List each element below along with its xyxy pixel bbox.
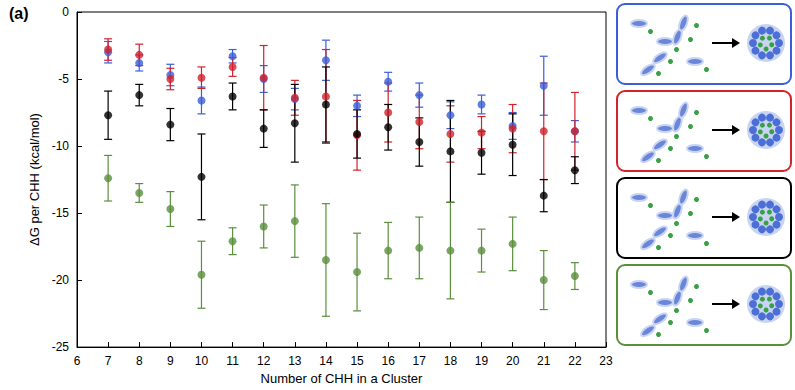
svg-text:6: 6 [74,354,81,368]
svg-text:23: 23 [599,354,613,368]
svg-text:18: 18 [444,354,458,368]
svg-text:(a): (a) [9,5,29,22]
svg-text:-25: -25 [52,340,70,354]
svg-text:19: 19 [475,354,489,368]
svg-text:21: 21 [537,354,551,368]
svg-text:10: 10 [195,354,209,368]
svg-text:20: 20 [506,354,520,368]
svg-text:0: 0 [62,5,69,19]
svg-text:9: 9 [167,354,174,368]
svg-text:17: 17 [413,354,427,368]
svg-text:12: 12 [257,354,271,368]
svg-text:11: 11 [226,354,239,368]
svg-text:16: 16 [381,354,395,368]
svg-text:-10: -10 [52,139,70,153]
svg-text:22: 22 [568,354,582,368]
svg-text:-15: -15 [52,206,70,220]
svg-text:-20: -20 [52,273,70,287]
svg-text:13: 13 [288,354,302,368]
svg-text:8: 8 [136,354,143,368]
svg-text:15: 15 [350,354,364,368]
svg-text:14: 14 [319,354,333,368]
svg-text:ΔG per CHH (kcal/mol): ΔG per CHH (kcal/mol) [27,113,42,246]
svg-text:-5: -5 [58,72,69,86]
svg-text:7: 7 [105,354,112,368]
svg-text:Number of CHH in a Cluster: Number of CHH in a Cluster [261,371,423,386]
